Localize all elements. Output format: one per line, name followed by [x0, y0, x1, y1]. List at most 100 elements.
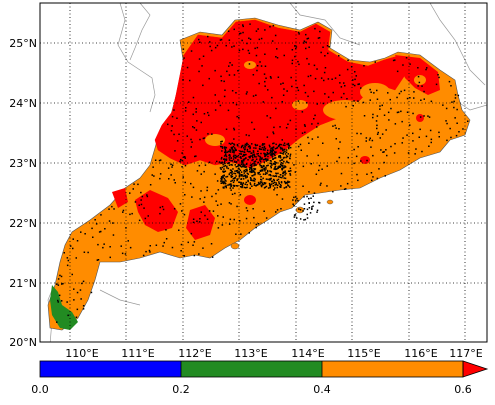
station-point	[262, 183, 265, 186]
station-point	[242, 165, 244, 168]
station-point	[225, 176, 227, 178]
station-point	[240, 146, 243, 149]
station-point	[238, 32, 241, 35]
station-point	[271, 147, 273, 149]
station-point	[282, 175, 284, 177]
station-point	[267, 164, 269, 167]
station-point	[264, 158, 266, 160]
station-point	[149, 251, 151, 253]
station-point	[79, 289, 82, 291]
station-point	[421, 150, 423, 153]
station-point	[245, 93, 248, 95]
station-point	[238, 176, 241, 178]
station-point	[384, 175, 386, 177]
lat-label: 24°N	[9, 97, 37, 110]
station-point	[173, 109, 175, 111]
station-point	[242, 48, 244, 51]
station-point	[263, 161, 265, 163]
station-point	[282, 166, 284, 168]
station-point	[305, 41, 307, 43]
station-point	[307, 136, 309, 139]
station-point	[287, 123, 289, 125]
station-point	[343, 82, 345, 84]
station-point	[127, 240, 129, 242]
station-point	[252, 156, 254, 159]
station-point	[112, 222, 114, 224]
station-point	[398, 92, 401, 95]
station-point	[233, 218, 235, 221]
station-point	[273, 142, 275, 144]
station-point	[159, 173, 162, 175]
station-point	[315, 173, 318, 175]
station-point	[396, 70, 399, 73]
station-point	[383, 114, 386, 116]
orange-pockets	[205, 61, 426, 146]
station-point	[73, 288, 75, 290]
station-point	[274, 187, 276, 189]
station-point	[371, 179, 373, 182]
station-point	[202, 137, 205, 140]
station-point	[200, 211, 202, 213]
station-point	[230, 157, 232, 159]
station-point	[277, 76, 280, 78]
station-point	[255, 226, 257, 229]
station-point	[263, 183, 266, 185]
station-point	[241, 39, 243, 42]
station-point	[56, 283, 58, 285]
station-point	[293, 196, 295, 199]
station-point	[241, 160, 244, 162]
station-point	[260, 169, 263, 171]
station-point	[221, 161, 223, 163]
station-point	[94, 219, 96, 221]
station-point	[220, 162, 222, 164]
station-point	[234, 177, 236, 179]
station-point	[252, 150, 255, 152]
station-point	[236, 143, 239, 146]
station-point	[224, 150, 227, 153]
station-point	[261, 144, 264, 146]
station-point	[76, 291, 79, 294]
station-point	[165, 238, 168, 240]
station-point	[230, 185, 232, 188]
station-point	[273, 153, 275, 156]
station-point	[446, 122, 448, 125]
station-point	[69, 245, 72, 247]
station-point	[288, 181, 291, 183]
station-point	[257, 172, 259, 174]
station-point	[260, 148, 262, 151]
station-point	[287, 181, 290, 183]
station-point	[285, 156, 287, 159]
station-point	[138, 219, 141, 222]
station-point	[228, 159, 231, 161]
station-point	[283, 177, 285, 179]
station-point	[147, 215, 149, 217]
station-point	[247, 143, 249, 146]
station-point	[263, 167, 266, 170]
station-point	[240, 174, 243, 176]
station-point	[370, 146, 372, 148]
station-point	[231, 64, 233, 66]
station-point	[251, 155, 254, 157]
station-point	[247, 49, 250, 52]
station-point	[301, 132, 304, 134]
station-point	[196, 120, 198, 122]
station-point	[234, 148, 237, 150]
station-point	[245, 187, 247, 189]
station-point	[413, 97, 415, 99]
station-point	[159, 159, 162, 161]
station-point	[291, 49, 294, 51]
station-point	[302, 165, 305, 168]
station-point	[345, 105, 347, 108]
station-point	[239, 173, 241, 175]
station-point	[383, 151, 385, 153]
station-point	[282, 172, 284, 175]
station-point	[196, 220, 198, 222]
station-point	[423, 115, 425, 117]
station-point	[249, 182, 251, 184]
station-point	[259, 145, 261, 148]
station-point	[252, 170, 255, 173]
station-point	[221, 147, 224, 149]
station-point	[412, 112, 414, 115]
station-point	[274, 165, 277, 168]
station-point	[276, 194, 278, 196]
